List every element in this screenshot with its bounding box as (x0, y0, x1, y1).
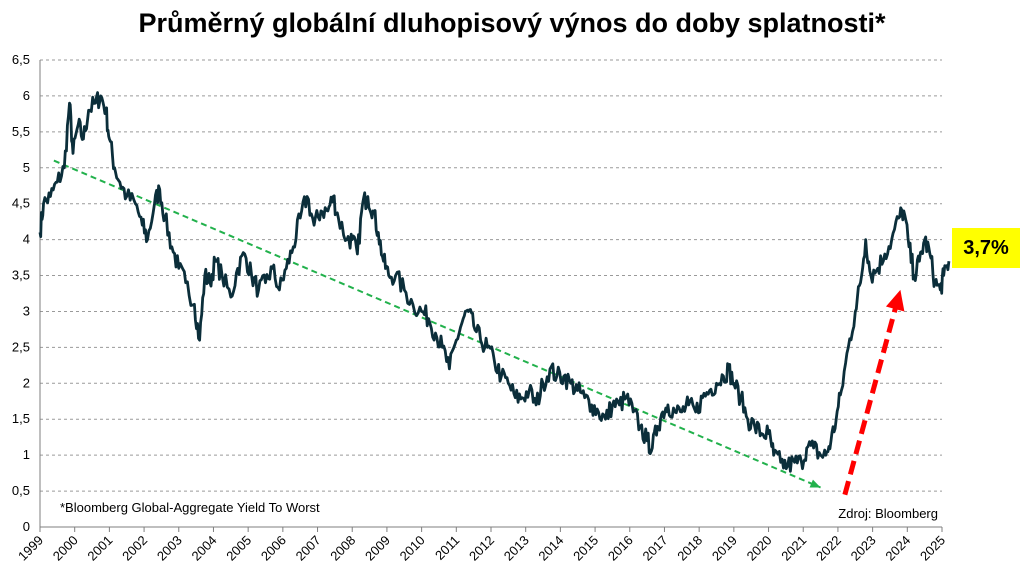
x-tick-label: 2002 (119, 533, 150, 564)
y-tick-label: 1 (23, 447, 30, 462)
chart-title: Průměrný globální dluhopisový výnos do d… (138, 8, 886, 38)
y-tick-label: 0,5 (12, 483, 30, 498)
y-tick-label: 6 (23, 88, 30, 103)
footnote: *Bloomberg Global-Aggregate Yield To Wor… (60, 500, 320, 515)
yield-series-line (38, 91, 951, 473)
red-arrow-shaft (842, 304, 899, 496)
y-tick-label: 1,5 (12, 411, 30, 426)
x-tick-label: 2004 (189, 533, 220, 564)
trend-line (53, 159, 821, 489)
y-tick-label: 2,5 (12, 339, 30, 354)
y-tick-labels: 0 0,5 1 1,5 2 2,5 3 3,5 4 4,5 5 5,5 6 6,5 (12, 52, 30, 534)
x-tick-label: 2020 (744, 533, 775, 564)
x-tick-label: 2021 (778, 533, 809, 564)
source-note: Zdroj: Bloomberg (838, 506, 938, 521)
x-tick-label: 2019 (709, 533, 740, 564)
x-tick-label: 2009 (362, 533, 393, 564)
y-tick-label: 2 (23, 375, 30, 390)
x-tick-label: 2017 (640, 533, 671, 564)
x-tick-label: 2013 (501, 533, 532, 564)
x-tick-label: 2012 (466, 533, 497, 564)
red-arrowhead (885, 289, 905, 312)
x-tick-label: 2006 (258, 533, 289, 564)
series-group (38, 91, 951, 473)
x-tick-label: 2000 (50, 533, 81, 564)
x-tick-labels: 1999 2000 2001 2002 2003 2004 2005 2006 2007 2008… (15, 533, 948, 564)
x-tick-label: 2016 (605, 533, 636, 564)
arrow-group (842, 289, 905, 496)
y-tick-label: 3 (23, 303, 30, 318)
y-tick-label: 4 (23, 232, 30, 247)
y-tick-label: 5,5 (12, 124, 30, 139)
x-tick-label: 2014 (535, 533, 566, 564)
x-tick-label: 2005 (223, 533, 254, 564)
y-tick-label: 4,5 (12, 196, 30, 211)
x-tick-label: 1999 (15, 533, 46, 564)
x-tick-label: 2023 (848, 533, 879, 564)
x-tick-label: 2025 (917, 533, 948, 564)
value-callout: 3,7% (952, 228, 1020, 268)
y-tick-label: 5 (23, 160, 30, 175)
x-tick-label: 2011 (432, 533, 462, 563)
x-tick-label: 2015 (570, 533, 601, 564)
x-tick-label: 2010 (397, 533, 428, 564)
y-tick-label: 0 (23, 519, 30, 534)
x-tick-label: 2001 (84, 533, 115, 564)
x-tick-label: 2007 (293, 533, 324, 564)
x-tick-label: 2022 (813, 533, 844, 564)
axes (39, 60, 943, 532)
y-tick-label: 6,5 (12, 52, 30, 67)
x-tick-label: 2024 (882, 533, 913, 564)
trend-line-group (53, 159, 821, 489)
x-tick-label: 2008 (327, 533, 358, 564)
x-tick-label: 2018 (674, 533, 705, 564)
y-tick-label: 3,5 (12, 268, 30, 283)
grid-lines (40, 59, 942, 492)
trend-arrowhead (809, 479, 821, 488)
x-tick-label: 2003 (154, 533, 185, 564)
